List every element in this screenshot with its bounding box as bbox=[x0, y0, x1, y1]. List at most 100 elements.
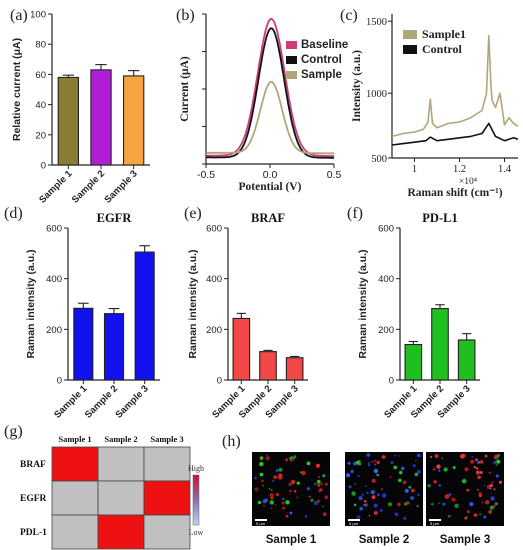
bar bbox=[103, 313, 125, 381]
fluorescent-spot bbox=[402, 480, 407, 485]
heatmap-cell bbox=[51, 514, 99, 550]
fluorescent-spot bbox=[364, 499, 367, 503]
fluorescent-spot bbox=[296, 481, 300, 485]
y-tick-label: 200 bbox=[46, 325, 62, 336]
fluorescent-spot bbox=[296, 496, 299, 499]
fluorescent-spot bbox=[348, 485, 352, 489]
y-axis-label: Current (μA) bbox=[179, 56, 191, 122]
scale-bar-label: 5 μm bbox=[349, 521, 359, 526]
fluorescent-spot bbox=[488, 471, 491, 475]
fluorescent-spot bbox=[282, 497, 285, 500]
fluorescent-spot bbox=[270, 489, 273, 491]
micrograph-label: Sample 3 bbox=[440, 534, 491, 546]
fluorescent-spot bbox=[285, 500, 290, 505]
fluorescent-spot bbox=[470, 459, 475, 464]
fluorescent-spot bbox=[291, 456, 293, 459]
fluorescent-spot bbox=[451, 497, 456, 502]
fluorescent-spot bbox=[490, 496, 495, 501]
fluorescent-spot bbox=[301, 470, 306, 476]
fluorescent-spot bbox=[371, 495, 376, 499]
fluorescent-spot bbox=[306, 461, 311, 466]
series-line bbox=[205, 80, 334, 155]
micrograph-label: Sample 1 bbox=[266, 534, 317, 546]
fluorescent-spot bbox=[285, 458, 289, 462]
fluorescent-spot bbox=[379, 508, 383, 512]
fluorescent-spot bbox=[374, 463, 377, 466]
fluorescent-spot bbox=[310, 498, 314, 502]
y-tick-label: 0 bbox=[389, 376, 394, 387]
panel-label-f: (f) bbox=[347, 205, 363, 222]
panel-label-e: (e) bbox=[184, 205, 202, 222]
fluorescent-spot bbox=[351, 491, 356, 496]
fluorescent-spot bbox=[370, 490, 375, 495]
panel-label-h: (h) bbox=[222, 433, 241, 450]
x-tick-label: 1.2 bbox=[453, 164, 466, 175]
heatmap-panel-g: Sample 1 Sample 2 Sample 3 BRAF EGFR PDL-1 Hig… bbox=[20, 434, 204, 550]
fluorescent-spot bbox=[441, 457, 444, 460]
fluorescent-spot bbox=[366, 453, 371, 457]
y-tick-label: 200 bbox=[206, 325, 222, 336]
bar bbox=[285, 357, 304, 381]
fluorescent-spot bbox=[494, 502, 498, 506]
fluorescent-spot bbox=[430, 455, 433, 458]
x-axis-multiplier: ×10⁴ bbox=[459, 177, 478, 187]
fluorescent-spot bbox=[254, 476, 257, 480]
y-tick-label: 400 bbox=[378, 274, 394, 285]
fluorescent-spot bbox=[486, 484, 491, 490]
heatmap-cell bbox=[97, 480, 145, 516]
legend-swatch bbox=[286, 56, 297, 64]
fluorescent-spot bbox=[484, 454, 488, 458]
y-tick-label: 80 bbox=[35, 40, 46, 51]
fluorescent-spot bbox=[393, 465, 398, 470]
heatmap-column-label: Sample 2 bbox=[104, 434, 137, 444]
legend-label: Sample bbox=[301, 69, 342, 81]
x-tick-label: 1 bbox=[412, 164, 417, 175]
fluorescent-spot bbox=[292, 457, 295, 460]
fluorescent-spot bbox=[381, 488, 383, 491]
fluorescent-spot bbox=[416, 469, 421, 474]
fluorescent-spot bbox=[415, 459, 417, 462]
fluorescent-spot bbox=[261, 479, 264, 483]
fluorescent-spot bbox=[444, 494, 450, 499]
fluorescent-spot bbox=[290, 479, 296, 485]
fluorescent-spot bbox=[322, 512, 327, 517]
fluorescent-spot bbox=[317, 479, 321, 484]
fluorescent-spot bbox=[347, 461, 351, 465]
fluorescent-spot bbox=[431, 503, 434, 506]
heatmap-cell bbox=[51, 446, 99, 482]
fluorescent-spot bbox=[359, 506, 364, 511]
fluorescent-spot bbox=[259, 461, 264, 467]
fluorescent-spot bbox=[322, 474, 326, 478]
series-line bbox=[391, 122, 519, 146]
fluorescent-spot bbox=[403, 516, 407, 520]
scale-bar bbox=[429, 519, 441, 521]
x-tick-label: 0.5 bbox=[327, 169, 342, 181]
fluorescent-spot bbox=[353, 503, 357, 507]
fluorescent-spot bbox=[322, 505, 324, 508]
legend-label: Control bbox=[422, 42, 462, 56]
fluorescent-spot bbox=[416, 505, 419, 508]
scale-bar bbox=[255, 519, 267, 521]
y-tick-label: 400 bbox=[206, 274, 222, 285]
fluorescent-spot bbox=[411, 488, 415, 493]
heatmap-column-label: Sample 1 bbox=[58, 434, 91, 444]
scale-bar-label: 5 μm bbox=[430, 521, 440, 526]
fluorescent-spot bbox=[306, 487, 311, 491]
fluorescent-spot bbox=[357, 474, 360, 478]
fluorescent-spot bbox=[269, 493, 274, 498]
fluorescent-spot bbox=[448, 493, 452, 497]
x-tick-label: -0.5 bbox=[197, 169, 215, 181]
fluorescent-spot bbox=[265, 455, 271, 461]
y-tick-label: 1500 bbox=[366, 17, 387, 28]
fluorescent-spot bbox=[259, 472, 264, 477]
x-tick-label: 0.0 bbox=[263, 169, 278, 181]
fluorescent-spot bbox=[381, 493, 387, 498]
y-axis-label: Raman intensity (a.u.) bbox=[25, 249, 37, 358]
fluorescent-spot bbox=[300, 471, 302, 473]
heatmap-row-label: EGFR bbox=[20, 494, 47, 504]
fluorescent-spot bbox=[498, 480, 502, 484]
fluorescent-spot bbox=[410, 496, 414, 500]
fluorescent-spot bbox=[483, 515, 487, 519]
